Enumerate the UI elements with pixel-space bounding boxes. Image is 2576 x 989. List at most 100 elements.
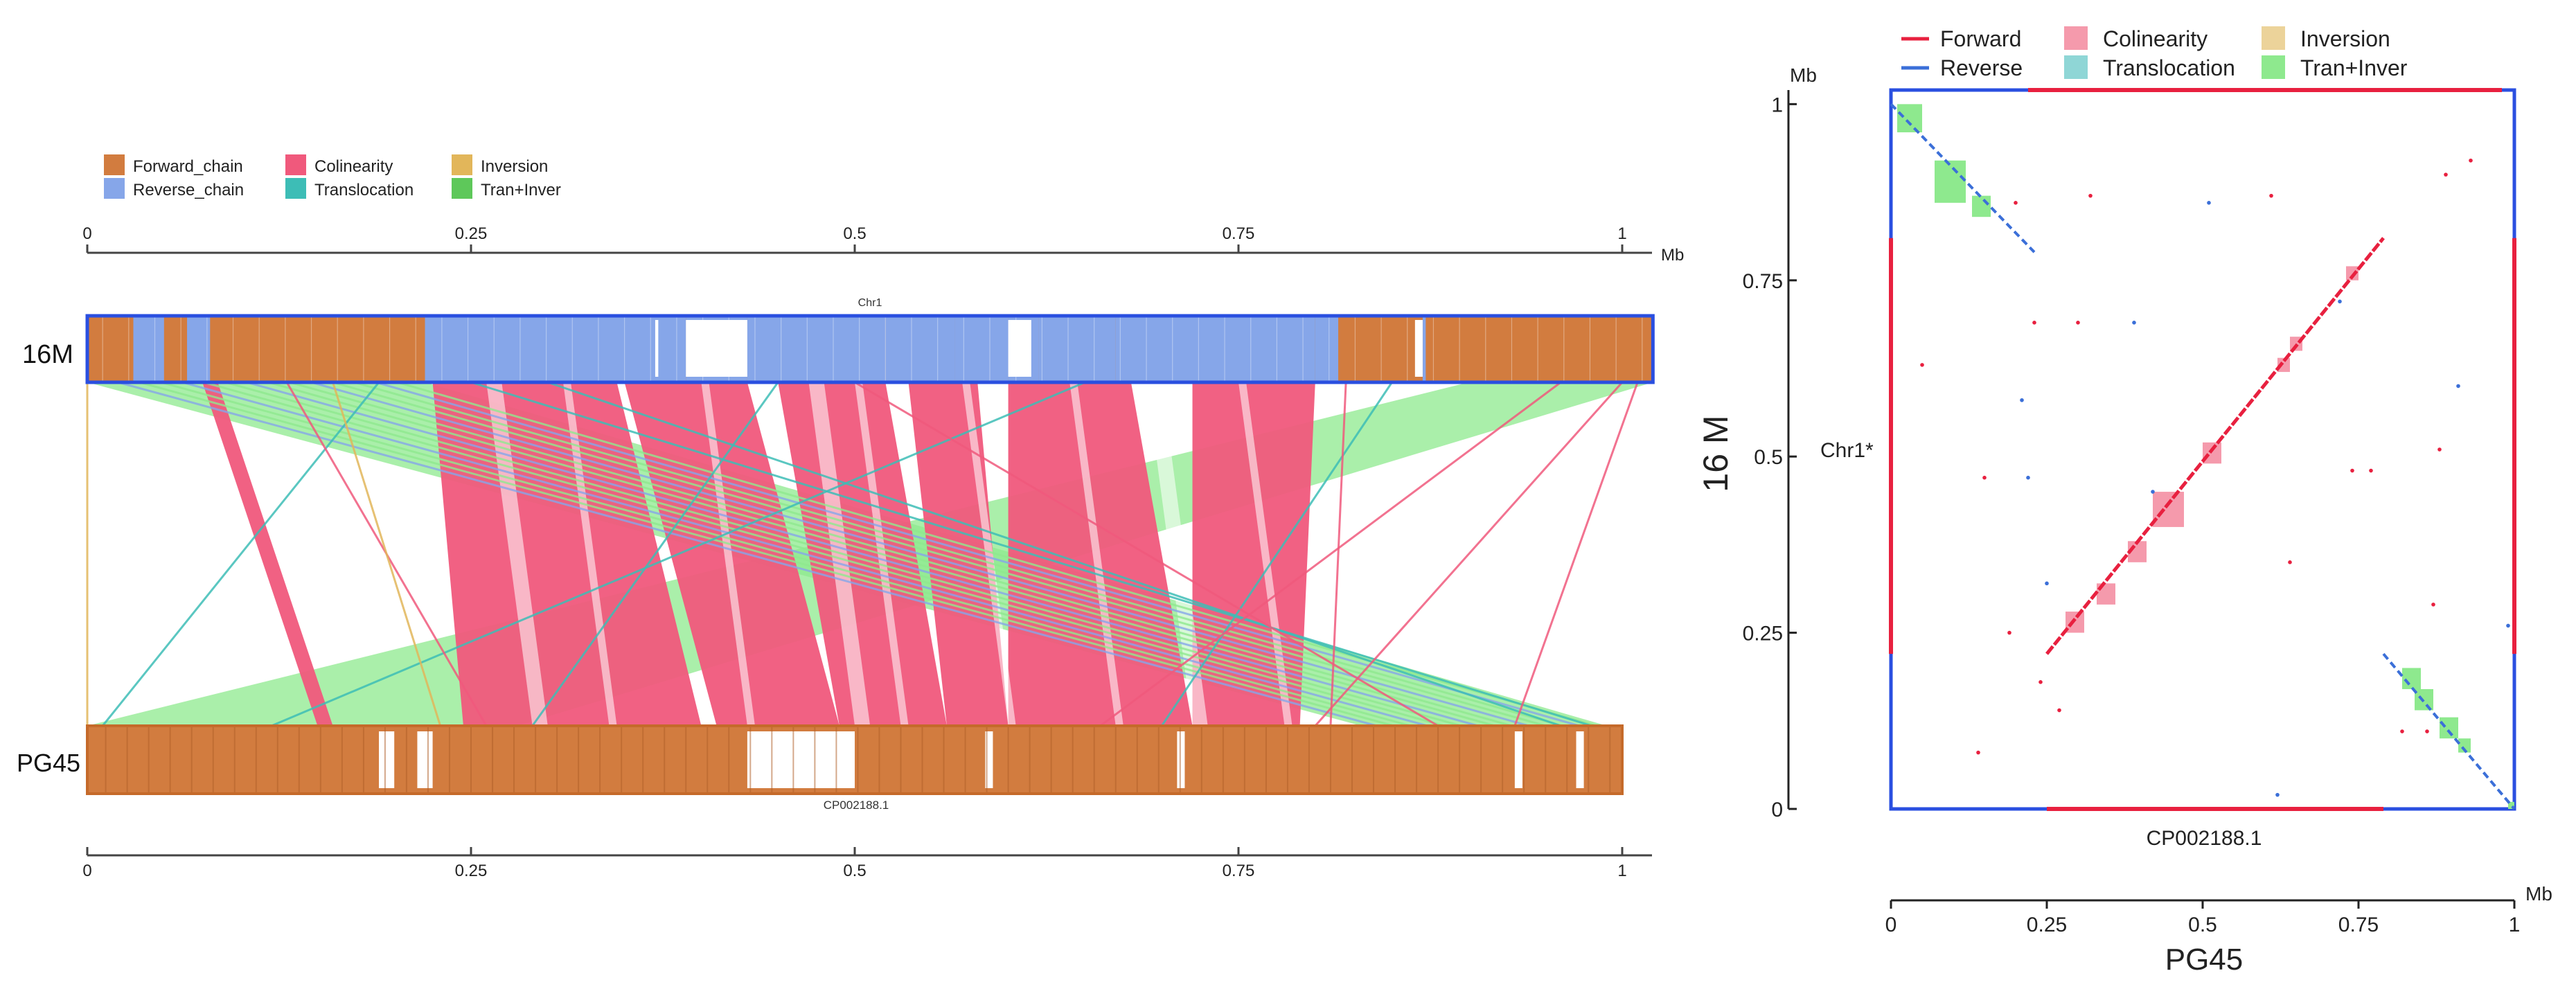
tran-inver-box: [2458, 738, 2471, 753]
colinear-block: [1008, 382, 1193, 726]
forward-dot: [2400, 729, 2404, 733]
x-tick-label: 0: [1885, 914, 1897, 936]
forward-dot: [2425, 729, 2429, 733]
tick-label: 0.5: [843, 224, 866, 243]
track-gap: [1414, 320, 1423, 377]
track-gap: [1576, 731, 1584, 788]
top-genome-label: 16M: [22, 340, 73, 369]
synteny-bottom-axis: 0 0.25 0.5 0.75 1: [82, 847, 1652, 880]
legend-swatch: [104, 178, 125, 199]
legend-label: Reverse: [1940, 55, 2023, 80]
legend-label: Translocation: [2103, 55, 2235, 80]
tick-label: 0.75: [1223, 224, 1255, 243]
forward-dot: [2269, 193, 2273, 198]
track-gap: [985, 731, 993, 788]
y-tick-label: 0.75: [1743, 270, 1783, 293]
link-translocation: [547, 381, 1561, 727]
tran-inver-line: [332, 381, 1546, 727]
legend-label: Colinearity: [314, 157, 393, 176]
reverse-chain-segment: [616, 316, 686, 382]
reverse-dot: [2132, 321, 2136, 325]
tran-inver-line: [290, 381, 1512, 727]
reverse-dot: [2456, 384, 2460, 389]
legend-swatch: [2064, 26, 2088, 50]
track-gap: [686, 320, 747, 377]
dotplot-axes: 0 0.25 0.5 0.75 1 0 0.25 0.5 0.75 1: [1743, 90, 2521, 936]
top-track-frame: [85, 314, 1655, 384]
y-tick-label: 0: [1771, 799, 1783, 821]
block-gap: [486, 382, 548, 726]
tran-inver-line: [397, 381, 1597, 727]
reverse-chain-segment: [187, 316, 211, 382]
dotplot-x-chrom: CP002188.1: [2147, 827, 2262, 850]
legend-label: Reverse_chain: [133, 181, 244, 199]
link-translocation: [271, 381, 1085, 727]
tran-inver-box: [1972, 195, 1991, 217]
tick-label: 0.25: [455, 862, 488, 880]
colinearity-box: [2346, 266, 2359, 280]
forward-dot: [2431, 603, 2435, 607]
dotplot-x-unit: Mb: [2525, 883, 2552, 905]
block-gap: [1069, 382, 1123, 726]
tran-inver-line: [181, 381, 1428, 727]
x-tick-label: 1: [2509, 914, 2521, 936]
block-gap: [1146, 382, 1208, 726]
colinearity-box: [2277, 357, 2290, 373]
reverse-dot: [2506, 623, 2510, 628]
reverse-chain-segment: [954, 316, 1009, 382]
reverse-dot: [2020, 398, 2024, 402]
legend-label: Tran+Inver: [481, 181, 561, 199]
reverse-dot: [2338, 299, 2342, 304]
link-translocation: [101, 382, 380, 727]
legend-swatch: [452, 178, 472, 199]
tran-inver-box: [2440, 717, 2458, 739]
track-gap: [1177, 731, 1185, 788]
track-gap: [379, 731, 395, 788]
reverse-dot: [2275, 792, 2280, 797]
legend-label: Forward_chain: [133, 157, 243, 176]
track-gap: [655, 320, 659, 377]
y-tick-label: 0.25: [1743, 623, 1783, 645]
dotplot-legend: Forward Colinearity Inversion Reverse Transl…: [1901, 26, 2408, 80]
tran-inver-line: [268, 381, 1495, 727]
dotplot-y-unit: Mb: [1790, 64, 1817, 86]
synteny-links: [86, 381, 1653, 727]
track-gap: [747, 731, 855, 788]
reverse-chain-segment: [1115, 316, 1315, 382]
link-translocation: [470, 381, 1592, 727]
tran-inver-line: [375, 381, 1580, 727]
colinear-block: [202, 382, 333, 726]
block-gap: [962, 382, 1016, 726]
forward-dot: [2076, 321, 2080, 325]
reverse-dot: [2151, 490, 2155, 494]
tick-label: 1: [1617, 224, 1626, 243]
forward-dot: [2014, 201, 2018, 205]
legend-label: Inversion: [481, 157, 548, 176]
legend-swatch: [2262, 26, 2285, 50]
forward-dot: [2469, 158, 2473, 163]
legend-label: Translocation: [314, 181, 414, 199]
synteny-top-axis: 0 0.25 0.5 0.75 1: [82, 224, 1652, 254]
tran-inver-box: [1935, 160, 1966, 203]
forward-dot: [1976, 750, 1980, 755]
top-genome-track: [85, 314, 1655, 384]
tran-inver-box: [2415, 689, 2433, 711]
link-colinearity: [1513, 382, 1639, 727]
forward-dot: [1982, 475, 1987, 480]
forward-dot: [2038, 680, 2043, 684]
legend-label: Tran+Inver: [2300, 55, 2408, 80]
reverse-dot: [2207, 201, 2211, 205]
tran-inver-line: [139, 381, 1394, 727]
y-tick-label: 1: [1771, 93, 1783, 116]
top-chrom-label: Chr1: [858, 297, 882, 309]
reverse-diagonal: [1890, 103, 2036, 253]
reverse-chain-segment: [747, 316, 886, 382]
reverse-chain-segment: [885, 316, 955, 382]
x-tick-label: 0.5: [2188, 914, 2217, 936]
reverse-chain-segment: [1422, 316, 1426, 382]
x-tick-label: 0.25: [2027, 914, 2067, 936]
legend-label: Inversion: [2300, 26, 2390, 51]
legend-swatch: [285, 178, 306, 199]
tran-inver-line: [225, 381, 1462, 727]
